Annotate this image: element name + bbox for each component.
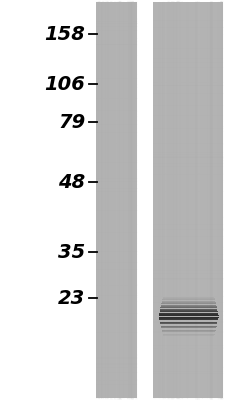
Bar [160,305,215,306]
Text: 106: 106 [44,74,85,94]
Bar [158,313,217,314]
Bar [159,321,217,322]
Bar [158,317,218,318]
Bar [160,309,216,310]
Bar [160,323,216,324]
Bar [152,2,222,398]
Bar [158,318,217,319]
Text: 48: 48 [58,172,85,192]
Bar [160,306,216,307]
Bar [160,307,216,308]
Bar [161,330,215,331]
Bar [161,328,215,330]
Bar [95,2,136,398]
Bar [162,298,214,299]
Bar [159,310,217,311]
Bar [162,332,214,334]
Bar [160,326,216,327]
Bar [160,327,215,328]
Text: 158: 158 [44,24,85,44]
Bar [158,314,217,315]
Text: 23: 23 [58,288,85,308]
Bar [161,302,215,303]
Bar [162,335,213,336]
Bar [160,325,216,326]
Text: 79: 79 [58,112,85,132]
Bar [159,311,217,312]
Bar [159,322,217,323]
Bar [158,319,217,320]
Bar [161,331,214,332]
Text: 35: 35 [58,242,85,262]
Bar [162,297,213,298]
Bar [161,301,214,302]
Bar [158,315,218,316]
Bar [162,334,214,335]
